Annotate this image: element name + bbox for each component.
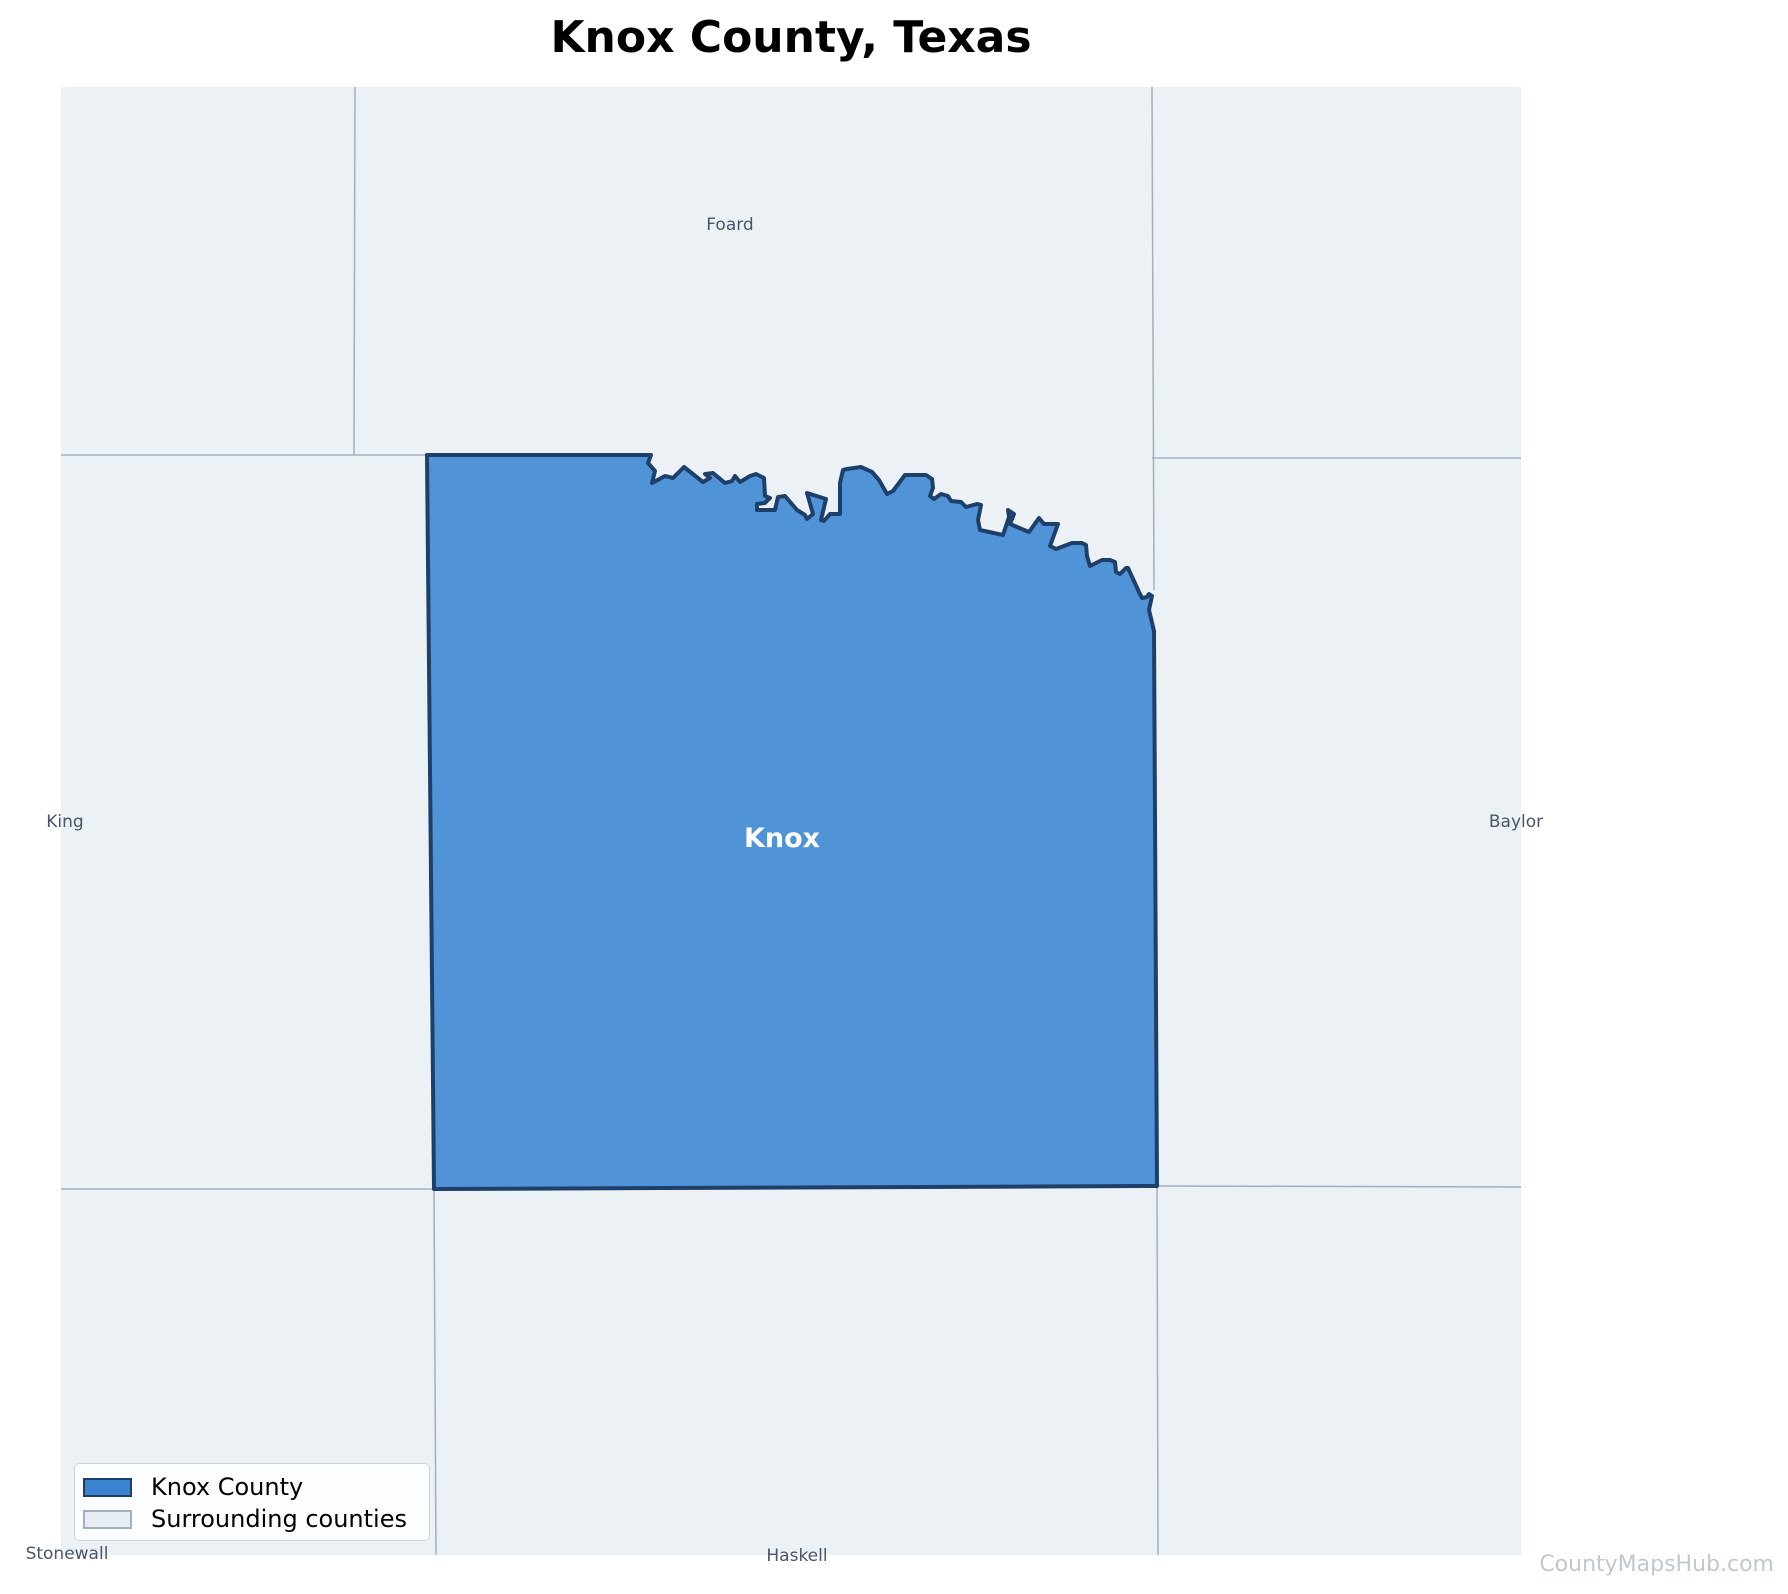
county-label-baylor: Baylor: [1489, 812, 1543, 832]
county-label-stonewall: Stonewall: [26, 1544, 109, 1564]
legend-label-focus: Knox County: [151, 1473, 304, 1501]
boundary-foard-west: [353, 86, 356, 456]
county-label-haskell: Haskell: [766, 1546, 827, 1566]
legend-label-surrounding: Surrounding counties: [151, 1505, 407, 1533]
legend-swatch-surrounding: [83, 1509, 132, 1529]
county-boundaries: [61, 86, 1522, 1556]
knox-county-shape: [425, 453, 1159, 1191]
map-title: Knox County, Texas: [550, 12, 1032, 63]
boundary-baylor-south: [1156, 1185, 1522, 1188]
county-label-king: King: [46, 812, 83, 832]
legend-item-focus: Knox County: [83, 1472, 303, 1502]
boundary-haskell-east: [1156, 1185, 1159, 1556]
watermark: CountyMapsHub.com: [1539, 1552, 1774, 1577]
boundary-foard-east: [1151, 86, 1155, 591]
legend-item-surrounding: Surrounding counties: [83, 1504, 407, 1534]
county-label-foard: Foard: [706, 215, 753, 235]
legend-swatch-focus: [83, 1477, 132, 1497]
boundary-stonewall-haskell: [433, 1188, 437, 1556]
county-label-knox: Knox: [744, 823, 820, 854]
legend: Knox County Surrounding counties: [74, 1463, 430, 1541]
